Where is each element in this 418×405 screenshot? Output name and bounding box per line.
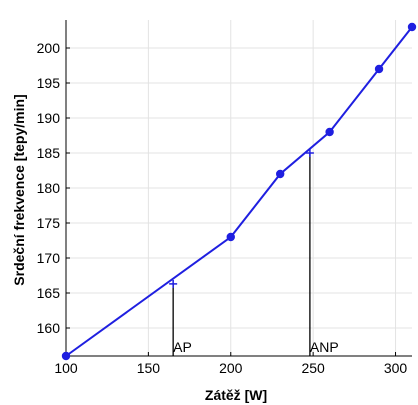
anp-label: ANP [310, 339, 339, 355]
y-tick-label: 200 [37, 40, 61, 56]
x-tick-label: 200 [219, 360, 243, 376]
x-axis: 100 150 200 250 300 [54, 352, 407, 376]
y-tick-label: 175 [37, 215, 61, 231]
series-line [65, 26, 413, 357]
y-tick-label: 180 [37, 180, 61, 196]
series [61, 22, 417, 361]
data-point [226, 232, 235, 242]
data-point [61, 351, 71, 361]
x-tick-label: 100 [54, 360, 78, 376]
y-tick-label: 160 [37, 320, 61, 336]
y-tick-label: 190 [37, 110, 61, 126]
data-point [374, 64, 384, 74]
y-tick-label: 165 [37, 285, 61, 301]
y-axis-label: Srdeční frekvence [tepy/min] [11, 94, 27, 285]
x-tick-label: 150 [137, 360, 161, 376]
y-axis: 160 165 170 175 180 185 190 195 200 [37, 40, 70, 336]
x-axis-label: Zátěž [W] [205, 387, 267, 403]
y-tick-label: 170 [37, 250, 61, 266]
y-tick-label: 195 [37, 75, 61, 91]
threshold-annotations: AP ANP [172, 153, 339, 356]
anp-point-marker [305, 149, 314, 157]
data-point [275, 169, 285, 179]
data-point [325, 127, 334, 137]
ap-label: AP [173, 339, 192, 355]
grid [65, 20, 412, 356]
x-tick-label: 300 [384, 360, 408, 376]
ap-point-marker [169, 279, 178, 288]
data-point [407, 22, 417, 32]
y-tick-label: 185 [37, 145, 61, 161]
x-tick-label: 250 [301, 360, 325, 376]
